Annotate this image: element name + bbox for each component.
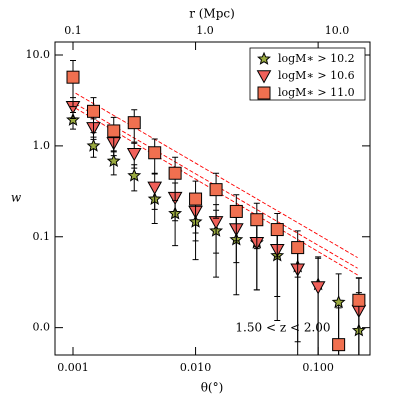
y-tick-label: 1.0	[33, 139, 51, 152]
x2-tick-label: 10.0	[325, 24, 350, 37]
y-tick-label: 0.1	[33, 230, 51, 243]
marker-square	[107, 124, 121, 138]
legend-label: logM∗ > 10.6	[278, 69, 355, 82]
marker-square	[168, 166, 182, 180]
annotation: 1.50 < z < 2.00	[235, 321, 330, 335]
marker-square	[148, 146, 162, 160]
x2-tick-label: 1.0	[196, 24, 214, 37]
x-tick-label: 0.100	[302, 361, 334, 374]
error-bar	[315, 257, 322, 356]
x2-tick-label: 0.1	[64, 24, 82, 37]
marker-triangle	[147, 181, 163, 195]
marker-square	[209, 183, 223, 197]
marker-square	[189, 192, 203, 206]
x-axis-label: θ(°)	[201, 381, 224, 395]
legend-marker	[257, 51, 271, 65]
marker-square	[352, 293, 366, 307]
marker-square	[127, 116, 141, 130]
marker-square	[270, 223, 284, 237]
marker-square	[250, 213, 264, 227]
marker-star	[66, 112, 80, 126]
marker-star	[106, 153, 121, 168]
legend-marker	[256, 70, 272, 84]
legend-label: logM∗ > 11.0	[278, 86, 355, 99]
legend-marker	[257, 86, 271, 100]
marker-square	[87, 104, 101, 118]
x-tick-label: 0.001	[57, 361, 89, 374]
y-tick-label: 0.0	[33, 321, 51, 334]
marker-square	[229, 204, 243, 218]
marker-triangle	[310, 281, 326, 295]
marker-triangle	[126, 148, 142, 162]
legend-label: logM∗ > 10.2	[278, 52, 355, 65]
x2-axis-label: r (Mpc)	[189, 7, 235, 21]
plot-frame	[54, 41, 371, 356]
error-bar	[192, 180, 199, 234]
marker-square	[66, 70, 80, 84]
marker-star	[331, 295, 346, 309]
marker-square	[332, 338, 346, 352]
fit-line	[75, 92, 358, 258]
y-tick-label: 10.0	[26, 48, 51, 61]
x-tick-label: 0.010	[180, 361, 212, 374]
error-bar	[355, 277, 362, 356]
marker-star	[86, 138, 101, 152]
marker-square	[291, 241, 305, 255]
marker-star	[127, 168, 142, 182]
y-axis-label: w	[11, 191, 22, 205]
